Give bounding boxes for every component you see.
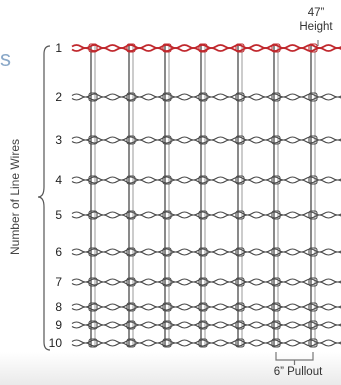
line-wire-number: 9: [55, 318, 62, 332]
partial-heading-letter: s: [0, 46, 11, 71]
wire-knot: [271, 135, 281, 145]
wire-knot: [88, 92, 98, 102]
wire-knot: [308, 175, 318, 185]
height-label: 47” Height: [293, 6, 339, 34]
wire-knot: [88, 247, 98, 257]
wire-knot: [126, 210, 136, 220]
wire-knot: [271, 338, 281, 348]
wire-knot: [271, 43, 281, 53]
wire-count-bracket: [37, 45, 51, 351]
wire-knot: [126, 277, 136, 287]
wire-knot: [198, 135, 208, 145]
wire-knot: [88, 320, 98, 330]
wire-knot: [88, 175, 98, 185]
line-wire-number: 6: [55, 245, 62, 259]
wire-knot: [198, 247, 208, 257]
wire-knot: [308, 135, 318, 145]
wire-knot: [88, 43, 98, 53]
wire-knot: [271, 247, 281, 257]
wire-knot: [308, 43, 318, 53]
wire-knot: [235, 92, 245, 102]
line-wire-number: 10: [49, 336, 63, 350]
line-wire-number: 2: [55, 90, 62, 104]
pullout-label: 6” Pullout: [273, 366, 323, 378]
line-wire-number: 8: [55, 300, 62, 314]
wire-knot: [271, 210, 281, 220]
wire-knot: [235, 338, 245, 348]
wire-knot: [198, 302, 208, 312]
line-wire-number: 3: [55, 133, 62, 147]
wire-knot: [235, 277, 245, 287]
wire-knot: [126, 302, 136, 312]
height-caption: Height: [299, 21, 333, 33]
wire-knot: [126, 43, 136, 53]
wire-knot: [198, 175, 208, 185]
wire-knot: [308, 338, 318, 348]
line-wire-number: 7: [55, 275, 62, 289]
wire-knot: [162, 247, 172, 257]
wire-knot: [271, 302, 281, 312]
wire-knot: [308, 210, 318, 220]
wire-knot: [198, 210, 208, 220]
wire-knot: [162, 302, 172, 312]
line-wire-number: 1: [55, 41, 62, 55]
wire-knot: [198, 92, 208, 102]
wire-knot: [88, 338, 98, 348]
wire-knot: [308, 277, 318, 287]
wire-knot: [162, 320, 172, 330]
wire-knot: [198, 338, 208, 348]
wire-knot: [126, 92, 136, 102]
wire-knot: [235, 302, 245, 312]
wire-knot: [235, 175, 245, 185]
wire-knot: [308, 92, 318, 102]
wire-knot: [271, 320, 281, 330]
wire-knot: [235, 320, 245, 330]
wire-knot: [88, 135, 98, 145]
wire-knot: [162, 277, 172, 287]
wire-knot: [126, 135, 136, 145]
wire-knot: [126, 175, 136, 185]
wire-knot: [235, 247, 245, 257]
wire-knot: [126, 247, 136, 257]
wire-knot: [235, 135, 245, 145]
pullout-bracket: [275, 352, 314, 361]
wire-knot: [308, 320, 318, 330]
wire-knot: [271, 277, 281, 287]
wire-knot: [271, 175, 281, 185]
wire-knot: [308, 247, 318, 257]
wire-knot: [126, 338, 136, 348]
wire-knot: [88, 302, 98, 312]
wire-knot: [198, 320, 208, 330]
wire-knot: [88, 277, 98, 287]
wire-knot: [162, 43, 172, 53]
wire-knot: [271, 92, 281, 102]
wire-knot: [162, 175, 172, 185]
wire-knot: [308, 302, 318, 312]
wire-knot: [162, 92, 172, 102]
wire-knot: [235, 43, 245, 53]
footer-shadow: [0, 352, 341, 385]
wire-knot: [198, 277, 208, 287]
wire-knot: [162, 135, 172, 145]
height-value: 47”: [307, 7, 325, 19]
wire-knot: [88, 210, 98, 220]
line-wire-number: 5: [55, 208, 62, 222]
wire-knot: [162, 338, 172, 348]
wire-knot: [162, 210, 172, 220]
line-wire-number: 4: [55, 173, 62, 187]
wire-knot: [198, 43, 208, 53]
wire-knot: [126, 320, 136, 330]
wire-knot: [235, 210, 245, 220]
